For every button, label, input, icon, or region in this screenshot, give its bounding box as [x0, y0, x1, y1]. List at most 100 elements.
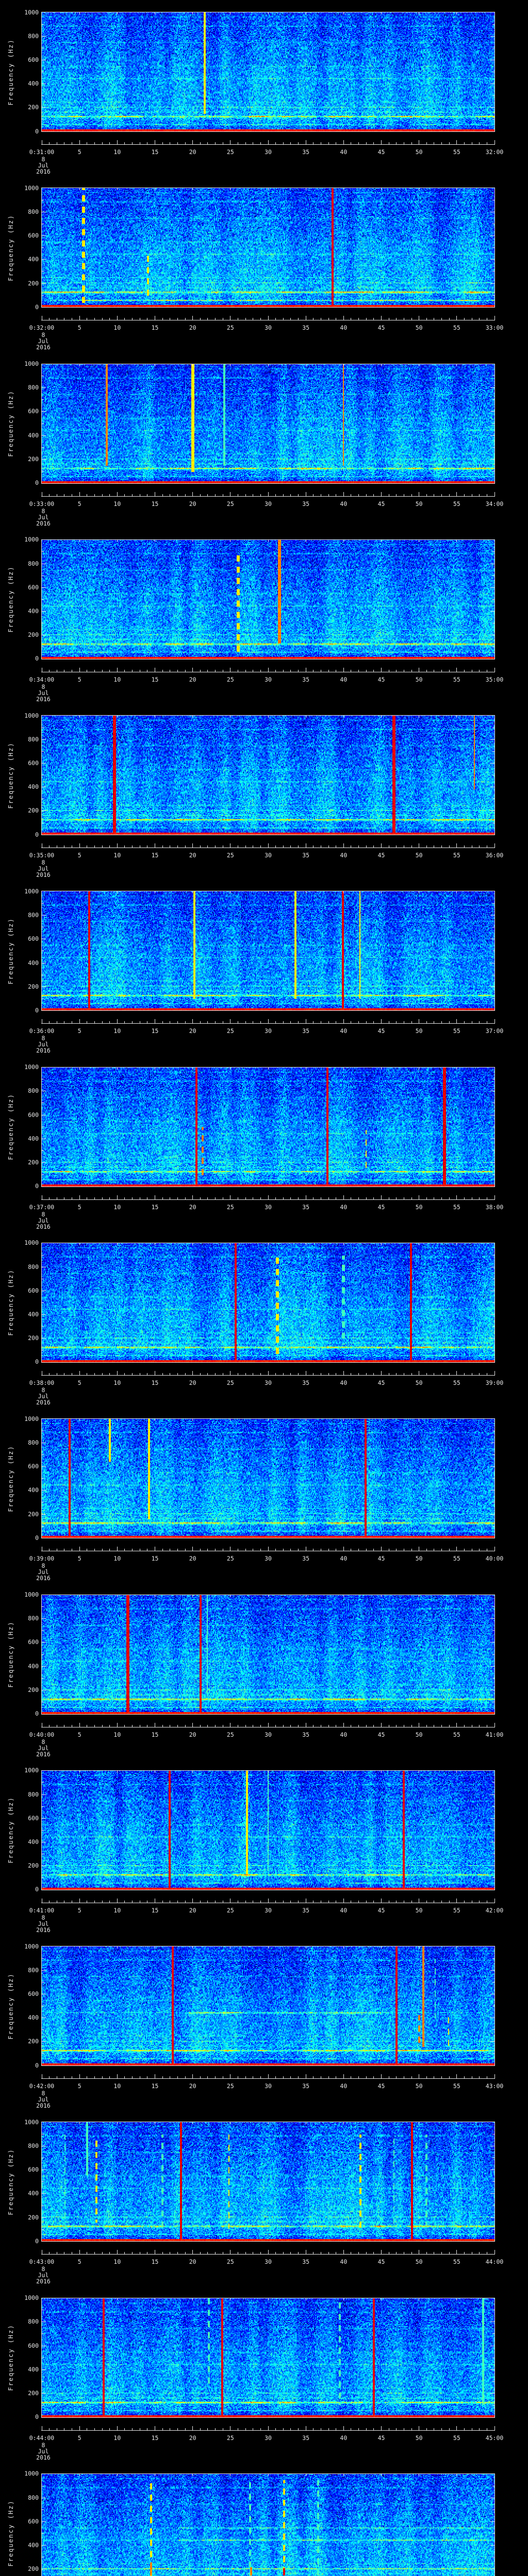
x-major-tick: [494, 843, 495, 848]
x-top-tick: [192, 2122, 193, 2125]
x-major-tick: [343, 1019, 344, 1024]
frequency-axis-label: Frequency (Hz): [7, 1093, 14, 1160]
y-tick-label: 1000: [24, 1767, 39, 1774]
y-tick-label: 1000: [24, 1063, 39, 1071]
end-time-label: 33:00: [485, 324, 504, 332]
x-minor-tick: [102, 2076, 103, 2079]
x-tick-label: 5: [77, 1906, 81, 1914]
frequency-axis-label: Frequency (Hz): [7, 1973, 14, 2040]
x-minor-tick: [449, 318, 450, 320]
x-tick-label: 35: [302, 852, 310, 859]
x-major-tick: [192, 316, 193, 320]
x-minor-tick: [449, 1021, 450, 1024]
x-minor-tick: [49, 1197, 50, 1199]
y-minor-tick: [492, 599, 494, 600]
x-tick-label: 10: [113, 1731, 121, 1738]
y-minor-tick: [492, 1654, 494, 1655]
x-top-tick: [268, 716, 269, 718]
y-major-tick: [490, 107, 494, 108]
y-tick-label: 600: [28, 56, 39, 63]
x-minor-tick: [358, 1197, 359, 1199]
x-tick-label: 20: [189, 500, 196, 507]
y-tick-label: 1000: [24, 184, 39, 192]
x-major-tick: [192, 2250, 193, 2255]
x-major-tick: [456, 1370, 457, 1375]
x-minor-tick: [441, 1724, 442, 1727]
x-minor-tick: [313, 1197, 314, 1199]
x-tick-label: 20: [189, 1027, 196, 1035]
end-time-label: 34:00: [485, 500, 504, 507]
x-minor-tick: [366, 318, 367, 320]
x-minor-tick: [366, 2076, 367, 2079]
y-tick-label: 1000: [24, 2294, 39, 2302]
x-top-tick: [381, 1419, 382, 1421]
x-minor-tick: [207, 1197, 208, 1199]
x-minor-tick: [207, 669, 208, 672]
x-tick-label: 40: [340, 2434, 348, 2442]
x-minor-tick: [464, 318, 465, 320]
y-minor-tick: [42, 751, 44, 752]
x-minor-tick: [49, 1021, 50, 1024]
x-top-tick: [456, 12, 457, 14]
x-tick-label: 5: [77, 2082, 81, 2090]
x-minor-tick: [449, 1549, 450, 1551]
x-minor-tick: [441, 2076, 442, 2079]
x-minor-tick: [396, 494, 397, 496]
y-tick-label: 0: [35, 479, 39, 487]
x-minor-tick: [366, 1197, 367, 1199]
x-minor-tick: [290, 2076, 291, 2079]
x-tick-label: 45: [377, 1379, 385, 1386]
y-tick-label: 0: [35, 303, 39, 311]
x-tick-label: 5: [77, 1731, 81, 1738]
x-minor-tick: [426, 1372, 427, 1375]
y-major-tick: [490, 2193, 494, 2194]
x-tick-label: 20: [189, 852, 196, 859]
x-minor-tick: [132, 1549, 133, 1551]
x-tick-label: 50: [415, 1027, 423, 1035]
x-minor-tick: [290, 2428, 291, 2430]
x-minor-tick: [260, 2252, 261, 2255]
x-top-tick: [268, 12, 269, 14]
x-minor-tick: [328, 1724, 329, 1727]
x-tick-label: 55: [453, 2258, 460, 2266]
x-minor-tick: [132, 1372, 133, 1375]
y-tick-label: 600: [28, 2517, 39, 2525]
x-tick-label: 15: [151, 2082, 159, 2090]
x-tick-label: 45: [377, 852, 385, 859]
x-minor-tick: [207, 1021, 208, 1024]
x-top-tick: [268, 1595, 269, 1597]
x-top-tick: [117, 2122, 118, 2125]
x-minor-tick: [464, 1549, 465, 1551]
y-major-tick: [490, 763, 494, 764]
x-minor-tick: [177, 669, 178, 672]
x-minor-tick: [49, 1900, 50, 1903]
x-minor-tick: [185, 1021, 186, 1024]
x-top-tick: [381, 1243, 382, 1245]
y-minor-tick: [492, 751, 494, 752]
x-minor-tick: [373, 1197, 374, 1199]
x-minor-tick: [328, 1900, 329, 1903]
x-major-tick: [117, 2074, 118, 2079]
x-minor-tick: [290, 1021, 291, 1024]
x-top-tick: [343, 364, 344, 366]
date-label-day: 8: [41, 2090, 45, 2097]
x-minor-tick: [102, 494, 103, 496]
x-minor-tick: [396, 845, 397, 848]
x-minor-tick: [373, 2428, 374, 2430]
spectrogram-panel: Frequency (Hz) 0 200 400 600 800 1000 5 10 15 20 2…: [0, 1758, 528, 1935]
x-minor-tick: [464, 1900, 465, 1903]
y-major-tick: [42, 1618, 46, 1619]
y-minor-tick: [42, 24, 44, 25]
y-tick-label: 1000: [24, 887, 39, 895]
y-tick-label: 800: [28, 735, 39, 743]
x-tick-label: 25: [226, 675, 234, 683]
x-tick-label: 55: [453, 500, 460, 507]
x-tick-label: 25: [226, 2258, 234, 2266]
x-tick-label: 15: [151, 1379, 159, 1386]
y-tick-label: 200: [28, 631, 39, 639]
x-tick-label: 10: [113, 1027, 121, 1035]
x-tick-label: 5: [77, 1027, 81, 1035]
y-major-tick: [490, 1466, 494, 1467]
x-major-tick: [79, 2250, 80, 2255]
x-minor-tick: [328, 2252, 329, 2255]
